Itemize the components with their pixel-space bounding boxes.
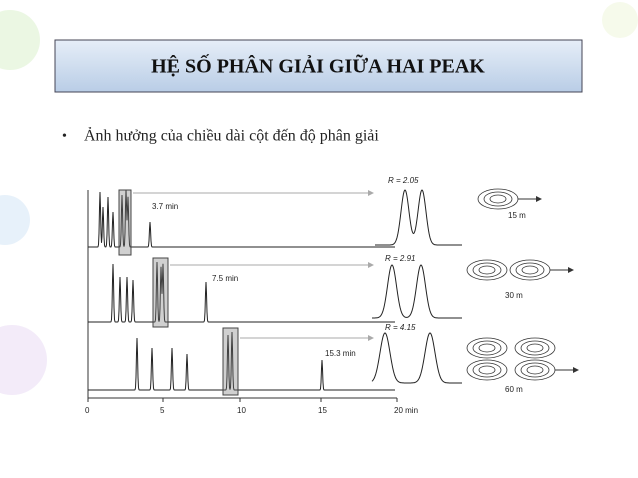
column-coil (466, 337, 508, 359)
column-label: 60 m (505, 385, 523, 394)
x-tick-label: 20 min (394, 406, 418, 415)
arrow-head (368, 335, 374, 341)
decoration (0, 2, 638, 395)
flow-arrow-head (536, 196, 542, 202)
column-coil (521, 265, 539, 275)
chromatogram-trace (88, 189, 395, 248)
title-box (54, 39, 583, 93)
column-coil (478, 343, 496, 353)
column-coil (489, 194, 507, 204)
x-tick-label: 10 (237, 406, 246, 415)
x-tick-label: 5 (160, 406, 165, 415)
column-coil (466, 359, 508, 381)
bullet-mark: • (62, 129, 67, 144)
column-coil (466, 259, 508, 281)
chromatogram-trace (88, 331, 395, 391)
column-coil (526, 365, 544, 375)
column-coil (472, 362, 502, 378)
resolution-label: R = 2.91 (385, 254, 415, 263)
arrow-head (368, 262, 374, 268)
column-coil (514, 337, 556, 359)
bullet-text: Ảnh hưởng của chiều dài cột đến độ phân … (84, 126, 379, 145)
time-label: 15.3 min (325, 349, 356, 358)
chromatogram-figure: 0 5 10 15 20 min 3.7 min R = 2.05 15 m 7.5 min R … (85, 176, 579, 415)
column-coil (520, 362, 550, 378)
chromatogram-trace (371, 332, 462, 384)
highlight-box (222, 327, 239, 396)
column-coil (515, 262, 545, 278)
column-label: 30 m (505, 291, 523, 300)
x-tick-label: 0 (85, 406, 90, 415)
flow-arrow-head (573, 367, 579, 373)
column-coil (472, 340, 502, 356)
x-tick-label: 15 (318, 406, 327, 415)
column-coil (526, 343, 544, 353)
column-label: 15 m (508, 211, 526, 220)
chromatogram-trace (88, 261, 395, 323)
arrow-head (368, 190, 374, 196)
column-coil (483, 191, 513, 207)
highlight-box (118, 189, 132, 256)
column-coil (472, 262, 502, 278)
chromatogram-trace (372, 264, 462, 319)
column-coil (520, 340, 550, 356)
column-coil (478, 365, 496, 375)
title: HỆ SỐ PHÂN GIẢI GIỮA HAI PEAK (151, 54, 485, 78)
time-label: 3.7 min (152, 202, 178, 211)
resolution-label: R = 4.15 (385, 323, 416, 332)
time-label: 7.5 min (212, 274, 238, 283)
flow-arrow-head (568, 267, 574, 273)
resolution-label: R = 2.05 (388, 176, 419, 185)
highlight-box (152, 257, 169, 328)
chromatogram-trace (375, 189, 462, 246)
column-coil (478, 265, 496, 275)
